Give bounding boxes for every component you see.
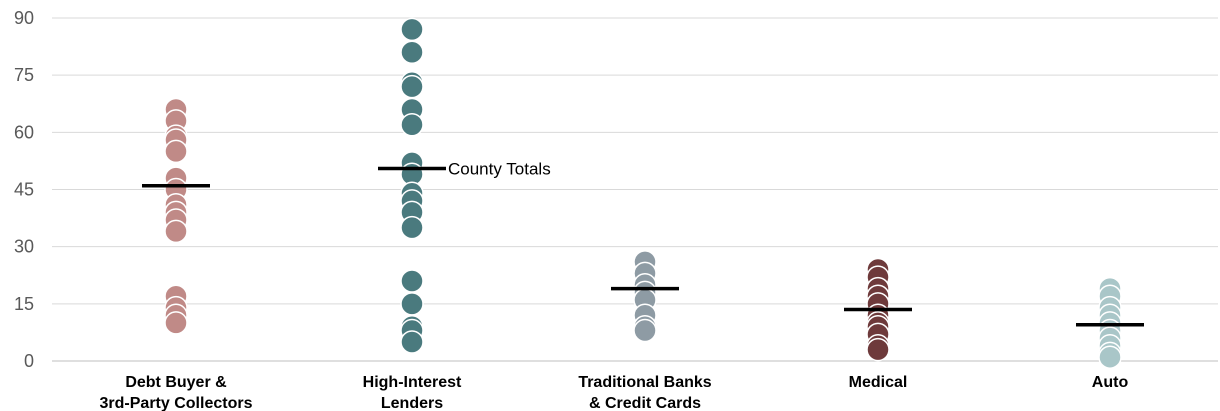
data-point (400, 74, 424, 99)
x-category-label: Traditional Banks (578, 374, 711, 391)
data-point (164, 139, 188, 164)
y-tick-label: 75 (14, 65, 34, 85)
county-totals-annotation: County Totals (448, 160, 551, 179)
data-point (400, 292, 424, 316)
data-point (164, 311, 188, 335)
data-point (866, 337, 890, 362)
x-category-label: 3rd-Party Collectors (100, 395, 253, 411)
y-tick-label: 15 (14, 294, 34, 314)
y-tick-label: 60 (14, 122, 34, 142)
data-point (400, 112, 424, 137)
data-point (164, 219, 188, 244)
x-category-label: & Credit Cards (589, 395, 701, 411)
data-point (400, 17, 424, 42)
y-tick-label: 0 (24, 351, 34, 371)
data-point (1098, 345, 1122, 369)
x-category-label: Debt Buyer & (125, 374, 227, 391)
data-point (633, 318, 657, 343)
data-points (164, 17, 1122, 369)
x-axis-categories: Debt Buyer & 3rd-Party Collectors High-Int… (100, 374, 1129, 411)
data-point (400, 330, 424, 354)
data-point (400, 215, 424, 240)
y-tick-label: 30 (14, 237, 34, 257)
county-total-markers (142, 166, 1144, 327)
y-tick-label: 45 (14, 180, 34, 200)
gridlines (52, 17, 1218, 362)
y-axis-ticks: 0 15 30 45 60 75 90 (14, 8, 34, 371)
x-category-label: Auto (1092, 374, 1129, 391)
data-point (400, 40, 424, 65)
x-category-label: High-Interest (363, 374, 462, 391)
x-category-label: Medical (849, 374, 908, 391)
data-point (400, 269, 424, 293)
x-category-label: Lenders (381, 395, 443, 411)
y-tick-label: 90 (14, 8, 34, 28)
